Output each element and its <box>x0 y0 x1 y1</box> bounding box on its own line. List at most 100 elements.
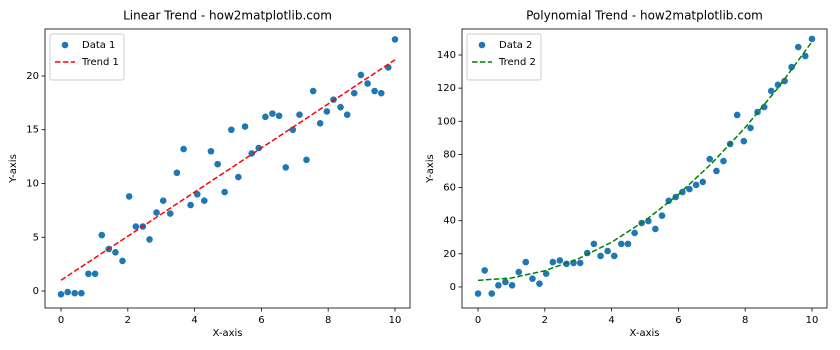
data-point <box>214 160 221 168</box>
data-point <box>98 231 106 239</box>
y-tick-label: 100 <box>437 116 456 127</box>
x-axis-label: X-axis <box>630 328 660 339</box>
data-point <box>119 257 126 265</box>
y-tick-label: 140 <box>437 50 456 61</box>
data-point <box>502 278 509 286</box>
legend: Data 2 Trend 2 <box>466 33 542 81</box>
x-axis-label: X-axis <box>213 328 243 339</box>
y-tick-label: 60 <box>443 183 456 194</box>
y-tick-label: 40 <box>443 216 456 227</box>
data-point <box>529 275 536 282</box>
data-point <box>481 267 489 274</box>
data-point <box>316 119 324 127</box>
data-point <box>269 110 276 117</box>
data-point <box>262 113 269 121</box>
data-point <box>597 252 604 260</box>
y-tick-label: 120 <box>437 83 456 94</box>
data-point <box>686 185 693 193</box>
data-point <box>760 103 768 111</box>
y-axis-label: Y-axis <box>425 154 436 184</box>
data-point <box>808 35 816 43</box>
x-tick-label: 2 <box>125 315 131 326</box>
data-point <box>536 280 543 287</box>
data-point <box>64 288 72 296</box>
data-point <box>173 169 181 177</box>
data-point <box>733 111 741 119</box>
data-point <box>275 112 283 120</box>
x-tick-label: 6 <box>258 315 264 326</box>
data-point <box>159 197 167 205</box>
chart-title: Polynomial Trend - how2matplotlib.com <box>526 9 763 23</box>
y-tick-label: 80 <box>443 149 456 160</box>
axes-frame <box>461 28 828 309</box>
x-tick-label: 10 <box>389 315 402 326</box>
data-point <box>235 173 242 181</box>
data-point <box>146 236 153 243</box>
x-tick-label: 0 <box>475 315 481 326</box>
data-point <box>132 223 140 230</box>
data-point <box>495 282 502 289</box>
data-point <box>357 71 365 79</box>
data-point <box>604 247 611 255</box>
data-point <box>631 229 638 237</box>
data-point <box>617 240 625 248</box>
x-tick-label: 10 <box>806 315 819 326</box>
data-point <box>391 36 399 43</box>
data-point <box>337 103 344 111</box>
data-point <box>740 137 748 145</box>
data-point <box>652 225 659 233</box>
x-tick-label: 4 <box>191 315 197 326</box>
data-point <box>85 270 92 278</box>
data-point <box>720 157 727 165</box>
data-point <box>193 190 201 198</box>
legend-box <box>466 33 542 81</box>
legend-label: Data 1 <box>82 40 115 51</box>
data-point <box>699 178 707 186</box>
data-point <box>522 258 530 266</box>
data-point <box>590 240 598 248</box>
data-point <box>515 268 523 276</box>
x-tick-label: 2 <box>542 315 548 326</box>
data-point <box>542 270 550 278</box>
legend-box <box>49 33 125 81</box>
y-tick-label: 0 <box>33 286 39 297</box>
data-point <box>248 150 256 157</box>
data-point <box>371 87 378 95</box>
subplot: Polynomial Trend - how2matplotlib.com X-a… <box>425 9 828 339</box>
data-point <box>187 201 194 209</box>
data-point <box>624 240 632 248</box>
data-point <box>57 290 65 298</box>
data-point <box>576 259 584 267</box>
trend-line <box>60 59 396 281</box>
data-point <box>508 282 516 289</box>
legend-label: Data 2 <box>499 40 532 51</box>
x-tick-label: 4 <box>608 315 614 326</box>
data-point <box>200 197 208 205</box>
data-point <box>303 156 310 164</box>
data-point <box>180 145 187 153</box>
data-point <box>309 87 317 95</box>
data-point <box>91 270 99 278</box>
data-point <box>563 260 570 268</box>
x-tick-label: 8 <box>325 315 331 326</box>
data-point <box>474 290 482 297</box>
data-point <box>556 257 564 264</box>
data-point <box>343 111 351 118</box>
y-tick-label: 10 <box>26 178 39 189</box>
data-point <box>323 108 331 115</box>
x-tick-label: 0 <box>58 315 64 326</box>
data-point <box>289 126 297 134</box>
data-point <box>801 52 809 60</box>
data-point <box>282 164 290 171</box>
data-point <box>221 188 228 196</box>
data-point <box>78 289 85 297</box>
data-point <box>364 80 371 87</box>
legend-marker <box>61 41 69 49</box>
data-point <box>166 210 174 217</box>
data-point <box>767 87 775 95</box>
data-point <box>794 43 802 51</box>
data-point <box>255 144 263 152</box>
data-point <box>228 126 235 134</box>
data-point <box>207 147 215 155</box>
